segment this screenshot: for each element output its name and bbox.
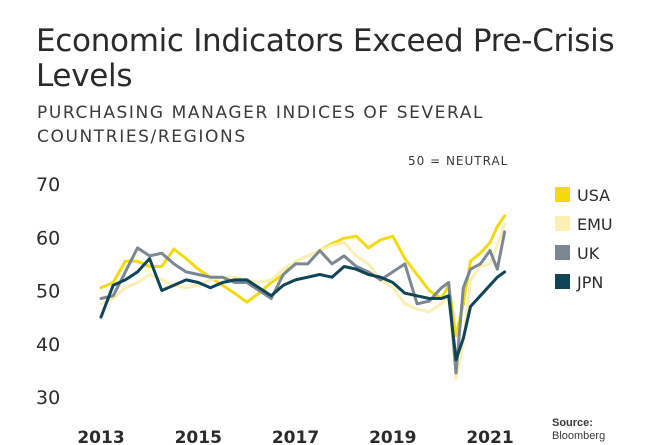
legend-swatch-jpn	[555, 274, 570, 289]
legend-swatch-uk	[555, 245, 570, 260]
y-tick-label-30: 30	[36, 387, 60, 409]
neutral-annotation: 50 = NEUTRAL	[408, 154, 509, 168]
legend-label-jpn: JPN	[576, 273, 603, 292]
x-tick-label-2021: 2021	[466, 428, 513, 445]
series-line-uk	[99, 230, 507, 375]
legend-swatch-usa	[555, 187, 570, 202]
source-note: Source: Bloomberg	[552, 417, 605, 443]
x-tick-label-2015: 2015	[175, 428, 222, 445]
source-value: Bloomberg	[552, 430, 606, 442]
x-tick-label-2017: 2017	[272, 428, 319, 445]
source-label: Source:	[552, 417, 593, 429]
y-tick-label-50: 50	[36, 281, 60, 303]
y-tick-label-70: 70	[36, 174, 60, 196]
series-line-usa	[99, 214, 507, 338]
legend-label-usa: USA	[577, 186, 610, 205]
x-tick-label-2013: 2013	[77, 428, 124, 445]
legend-label-emu: EMU	[577, 215, 613, 234]
chart-subtitle: PURCHASING MANAGER INDICES OF SEVERAL CO…	[37, 103, 485, 147]
legend-label-uk: UK	[577, 244, 600, 263]
series-line-emu	[99, 222, 507, 380]
series-line-jpn	[99, 257, 507, 362]
chart-title: Economic Indicators Exceed Pre-Crisis Le…	[36, 23, 615, 94]
y-tick-label-40: 40	[36, 334, 60, 356]
legend-swatch-emu	[555, 216, 570, 231]
y-tick-label-60: 60	[36, 227, 60, 249]
x-tick-label-2019: 2019	[369, 428, 416, 445]
